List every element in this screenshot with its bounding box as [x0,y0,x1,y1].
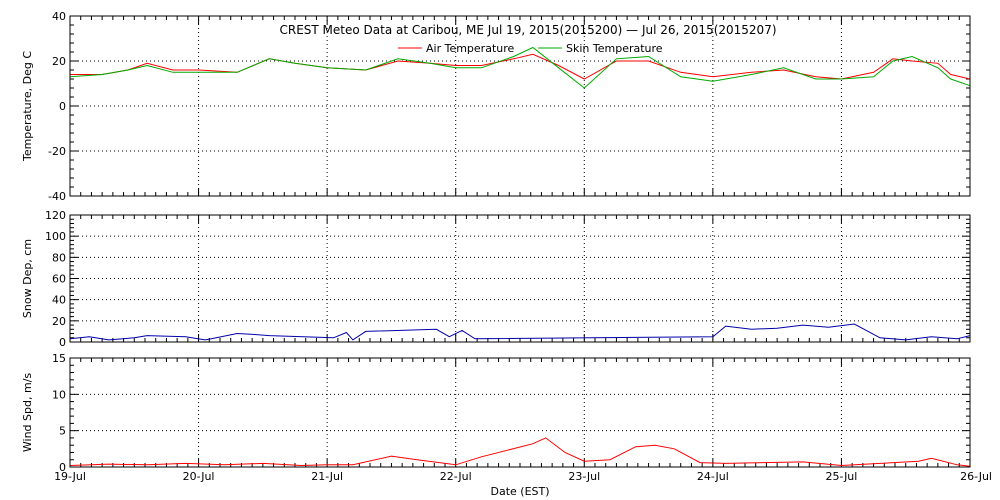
x-tick-label: 26-Jul [960,470,992,483]
y-tick-label: -40 [48,190,66,203]
plot-frame [69,357,971,468]
y-tick-label: 0 [59,461,66,474]
x-tick-label: 19-Jul [54,470,86,483]
y-tick-label: 60 [52,273,66,286]
y-tick-label: 5 [59,425,66,438]
y-tick-label: 0 [59,336,66,349]
y-tick-label: 20 [52,55,66,68]
skin-temperature-line [69,46,971,89]
chart-title: CREST Meteo Data at Caribou, ME Jul 19, … [279,23,776,37]
y-tick-label: 0 [59,100,66,113]
y-tick-label: 120 [45,209,66,222]
y-axis-label: Wind Spd, m/s [21,373,34,453]
y-axis-label: Temperature, Deg C [21,51,34,162]
x-axis-label: Date (EST) [490,485,549,498]
panel-2: 0 5 10 15 Wind Spd, m/s [21,352,971,474]
legend-label: Air Temperature [426,42,515,55]
panel-1-series-line [69,323,971,341]
plot-frame [69,214,971,343]
y-tick-label: 100 [45,230,66,243]
panel-1: 0 20 40 60 80 100 120 Snow Dep, cm [21,209,971,349]
x-tick-label: 21-Jul [311,470,343,483]
x-tick-label: 25-Jul [825,470,857,483]
panel-2-series-line [69,437,971,467]
y-axis-label: Snow Dep, cm [21,239,34,318]
x-tick-label: 23-Jul [568,470,600,483]
y-tick-label: 10 [52,388,66,401]
y-tick-label: 20 [52,315,66,328]
legend-label: Skin Temperature [566,42,663,55]
x-tick-label: 22-Jul [440,470,472,483]
plot-frame [69,15,971,197]
y-tick-label: -20 [48,145,66,158]
panel-0: -40 -20 0 20 40 Temperature, Deg C [21,10,971,203]
y-tick-label: 40 [52,10,66,23]
y-tick-label: 15 [52,352,66,365]
y-tick-label: 80 [52,251,66,264]
legend: Air Temperature Skin Temperature [398,42,663,55]
x-tick-label: 20-Jul [183,470,215,483]
air-temperature-line [70,53,971,80]
x-tick-label: 24-Jul [697,470,729,483]
y-tick-label: 40 [52,294,66,307]
